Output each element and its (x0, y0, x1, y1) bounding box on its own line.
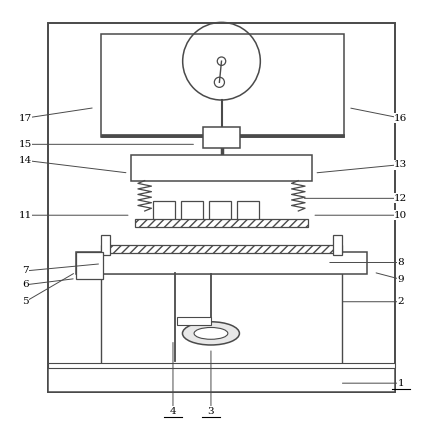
Text: 1: 1 (397, 379, 404, 388)
Bar (202, 127, 241, 148)
Bar (76, 252, 367, 274)
Text: 6: 6 (22, 280, 29, 289)
Text: 11: 11 (19, 211, 32, 220)
Bar (101, 235, 110, 255)
Text: 17: 17 (19, 114, 32, 123)
Bar (101, 134, 344, 137)
Text: 12: 12 (394, 194, 408, 203)
Text: 2: 2 (397, 297, 404, 306)
Text: 4: 4 (170, 407, 176, 416)
Bar (237, 201, 259, 221)
Bar (101, 245, 342, 253)
Text: 7: 7 (22, 266, 29, 276)
Bar (48, 368, 395, 392)
Ellipse shape (183, 322, 239, 345)
Ellipse shape (194, 327, 228, 339)
Bar (177, 316, 211, 325)
Text: 9: 9 (397, 275, 404, 284)
Text: 15: 15 (19, 140, 32, 149)
Text: 5: 5 (22, 297, 29, 306)
Text: 13: 13 (394, 160, 408, 169)
Bar (48, 23, 395, 392)
Bar (48, 363, 395, 368)
Text: 10: 10 (394, 211, 408, 220)
Bar (101, 34, 344, 137)
Bar (333, 235, 342, 255)
Text: 8: 8 (397, 258, 404, 267)
Text: 16: 16 (394, 114, 408, 123)
Bar (131, 155, 312, 181)
Bar (101, 273, 342, 371)
Bar (135, 219, 308, 227)
Bar (153, 201, 175, 221)
Bar (209, 201, 231, 221)
Text: 3: 3 (208, 407, 214, 416)
Bar (181, 201, 203, 221)
Text: 14: 14 (19, 156, 32, 165)
Bar (76, 252, 103, 279)
